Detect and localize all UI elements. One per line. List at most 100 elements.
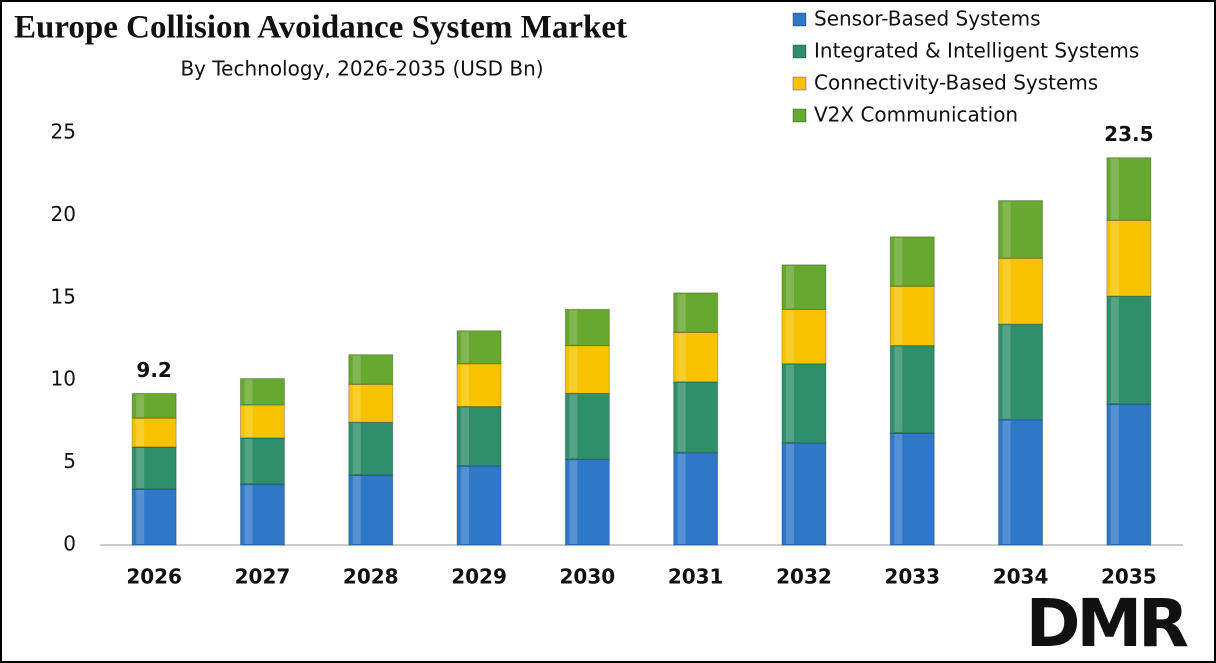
- y-tick-label: 0: [63, 532, 76, 556]
- bar-highlight: [1110, 158, 1119, 220]
- bar-segment: [239, 437, 285, 485]
- bar-segment: [673, 452, 719, 546]
- bar-highlight: [461, 466, 470, 544]
- bar-highlight: [461, 364, 470, 406]
- bar-segment: [889, 345, 935, 434]
- logo: DMR: [1026, 585, 1188, 662]
- bar-highlight: [136, 419, 145, 446]
- bar-highlight: [785, 443, 794, 544]
- bar-segment: [781, 442, 827, 546]
- legend-swatch: [792, 76, 807, 91]
- bar-highlight: [1002, 259, 1011, 324]
- bar-highlight: [785, 265, 794, 309]
- legend-swatch: [792, 108, 807, 123]
- bar-segment: [131, 392, 177, 419]
- bar-segment: [456, 363, 502, 408]
- bar-highlight: [894, 433, 903, 544]
- bar-segment: [673, 292, 719, 333]
- bar-highlight: [244, 485, 253, 544]
- bar-segment: [673, 381, 719, 454]
- x-tick-label: 2032: [776, 565, 832, 589]
- bar-highlight: [136, 489, 145, 544]
- bar-segment: [239, 378, 285, 406]
- bar-highlight: [785, 364, 794, 442]
- x-tick-label: 2034: [993, 565, 1049, 589]
- bar-segment: [456, 330, 502, 365]
- bar-highlight: [352, 355, 361, 384]
- legend-label: V2X Communication: [814, 103, 1018, 127]
- bar-highlight: [352, 475, 361, 544]
- x-tick-label: 2033: [884, 565, 940, 589]
- bar-highlight: [894, 346, 903, 432]
- bar-highlight: [1110, 297, 1119, 404]
- bar-highlight: [677, 382, 686, 452]
- bar-segment: [781, 308, 827, 365]
- y-tick-label: 15: [51, 284, 76, 308]
- bar-highlight: [244, 379, 253, 404]
- bar-highlight: [677, 333, 686, 381]
- bar-segment: [1106, 403, 1152, 546]
- bar-highlight: [569, 346, 578, 393]
- total-label: 9.2: [136, 358, 171, 382]
- bar-highlight: [1110, 405, 1119, 544]
- y-tick-label: 5: [63, 449, 76, 473]
- bar-segment: [1106, 157, 1152, 221]
- x-tick-label: 2030: [560, 565, 616, 589]
- bar-segment: [781, 363, 827, 444]
- y-tick-label: 25: [51, 120, 76, 144]
- bar-segment: [564, 345, 610, 394]
- bar-highlight: [677, 453, 686, 544]
- bar-highlight: [352, 423, 361, 474]
- x-tick-label: 2027: [235, 565, 291, 589]
- bar-segment: [889, 285, 935, 347]
- bar-highlight: [894, 237, 903, 286]
- y-tick-label: 10: [51, 367, 76, 391]
- bar-segment: [348, 383, 394, 423]
- bar-segment: [889, 236, 935, 287]
- chart-subtitle: By Technology, 2026-2035 (USD Bn): [180, 57, 543, 81]
- bar-segment: [564, 308, 610, 347]
- bar-highlight: [569, 310, 578, 345]
- bar-segment: [348, 354, 394, 385]
- legend-swatch: [792, 12, 807, 27]
- total-label: 23.5: [1104, 122, 1153, 146]
- bar-segment: [131, 488, 177, 546]
- bar-segment: [781, 264, 827, 310]
- x-tick-label: 2026: [126, 565, 182, 589]
- bar-highlight: [785, 310, 794, 363]
- bar-highlight: [1110, 221, 1119, 296]
- legend-swatch: [792, 44, 807, 59]
- legend-label: Sensor-Based Systems: [814, 7, 1041, 31]
- legend-label: Connectivity-Based Systems: [814, 71, 1098, 95]
- bar-highlight: [461, 407, 470, 465]
- bar-segment: [456, 465, 502, 546]
- x-tick-label: 2035: [1101, 565, 1157, 589]
- bar-segment: [564, 458, 610, 546]
- bar-segment: [1106, 295, 1152, 405]
- bar-highlight: [677, 293, 686, 332]
- x-tick-label: 2028: [343, 565, 399, 589]
- bar-segment: [564, 392, 610, 460]
- bar-highlight: [136, 394, 145, 418]
- bar-highlight: [569, 460, 578, 544]
- bar-highlight: [1002, 420, 1011, 544]
- bar-segment: [131, 417, 177, 448]
- bar-highlight: [1002, 201, 1011, 258]
- bar-segment: [239, 404, 285, 439]
- bar-segment: [998, 323, 1044, 421]
- bar-segment: [348, 474, 394, 546]
- chart-title: Europe Collision Avoidance System Market: [14, 10, 627, 46]
- x-tick-label: 2029: [451, 565, 507, 589]
- bar-highlight: [244, 405, 253, 437]
- bar-segment: [1106, 219, 1152, 297]
- bar-highlight: [894, 287, 903, 345]
- bar-highlight: [569, 394, 578, 459]
- bar-segment: [348, 421, 394, 476]
- bar-highlight: [352, 385, 361, 422]
- bar-segment: [889, 432, 935, 546]
- x-tick-label: 2031: [668, 565, 724, 589]
- bar-highlight: [244, 438, 253, 484]
- y-tick-label: 20: [51, 202, 76, 226]
- bar-segment: [456, 406, 502, 467]
